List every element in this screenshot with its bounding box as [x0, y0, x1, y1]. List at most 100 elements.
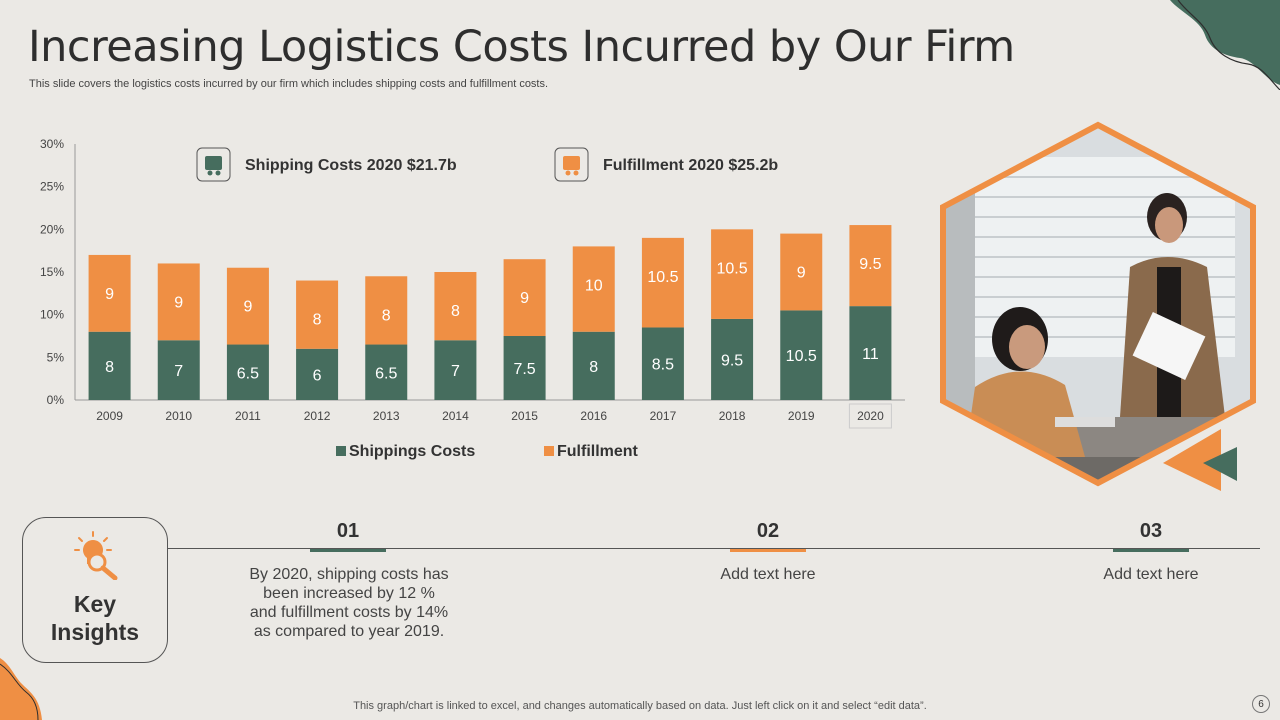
x-tick-label: 2015 — [511, 409, 538, 423]
bar-fulfillment — [503, 259, 546, 336]
step-marker — [730, 549, 806, 552]
step-number: 01 — [336, 520, 360, 542]
annotation-text: Shipping Costs 2020 $21.7b — [245, 157, 457, 174]
insight-step-2-text: Add text here — [720, 566, 816, 583]
bar-fulfillment — [226, 267, 269, 345]
data-label: 10.5 — [786, 348, 817, 365]
data-label: 8.5 — [652, 357, 674, 374]
bar-fulfillment — [780, 233, 823, 311]
step-number: 02 — [756, 520, 780, 542]
page-subtitle: This slide covers the logistics costs in… — [29, 78, 549, 90]
bar-shipping — [780, 310, 823, 400]
data-label: 7 — [174, 363, 183, 380]
data-label: 6 — [313, 367, 322, 384]
data-label: 9.5 — [721, 352, 743, 369]
data-label: 6.5 — [237, 365, 259, 382]
corner-decoration-bottom-left — [0, 658, 42, 720]
x-tick-label: 2014 — [442, 409, 469, 423]
data-label: 10 — [585, 277, 603, 294]
box-icon — [565, 170, 571, 176]
legend-swatch — [544, 446, 554, 456]
bar-shipping — [503, 336, 546, 400]
bar-shipping — [641, 327, 684, 400]
x-tick-label: 2018 — [719, 409, 746, 423]
y-tick-label: 5% — [47, 350, 65, 364]
key-insights-box: Key Insights — [22, 517, 168, 663]
bar-shipping — [157, 340, 200, 400]
x-tick-label: 2017 — [650, 409, 677, 423]
annotation-text: Fulfillment 2020 $25.2b — [603, 157, 778, 174]
insight-step-3: 03 — [1101, 520, 1201, 552]
bar-shipping — [296, 348, 339, 400]
box-icon — [573, 170, 579, 176]
x-tick-label: 2020 — [857, 409, 884, 423]
footer-note: This graph/chart is linked to excel, and… — [353, 700, 927, 712]
y-tick-label: 30% — [40, 137, 64, 151]
step-marker — [1113, 549, 1189, 552]
highlight-box — [848, 403, 892, 429]
stacked-bar-chart: 0% 5% 10% 15% 20% 25% 30% 8 9 2009 7 9 2010 6.5 9 2011 6… — [40, 137, 905, 460]
lightbulb-search-icon — [74, 531, 118, 580]
data-label: 10.5 — [647, 269, 678, 286]
data-label: 7.5 — [513, 361, 535, 378]
bar-fulfillment — [711, 229, 754, 319]
page-title: Increasing Logistics Costs Incurred by O… — [28, 22, 1015, 72]
bar-shipping — [572, 331, 615, 400]
box-icon — [563, 156, 580, 170]
timeline-divider — [168, 548, 1260, 549]
data-label: 11 — [862, 346, 879, 363]
bar-fulfillment — [434, 272, 477, 341]
data-label: 9 — [520, 290, 529, 307]
page-number: 6 — [1252, 695, 1270, 713]
insight-step-3-text: Add text here — [1103, 566, 1199, 583]
bar-fulfillment — [641, 237, 684, 328]
truck-icon — [205, 156, 222, 170]
data-label: 8 — [313, 312, 322, 329]
bar-shipping — [365, 344, 408, 400]
data-label: 10.5 — [717, 260, 748, 277]
legend-label: Fulfillment — [557, 443, 639, 460]
insight-step-1: 01 — [298, 520, 398, 552]
data-label: 9 — [174, 294, 183, 311]
legend-swatch — [336, 446, 346, 456]
bar-fulfillment — [849, 225, 892, 307]
data-label: 9 — [105, 286, 114, 303]
step-marker — [310, 549, 386, 552]
data-label: 8 — [589, 359, 598, 376]
x-tick-label: 2019 — [788, 409, 815, 423]
data-label: 9 — [243, 299, 252, 316]
y-tick-label: 10% — [40, 308, 64, 322]
x-tick-label: 2009 — [96, 409, 123, 423]
data-label: 8 — [451, 303, 460, 320]
y-tick-label: 0% — [47, 393, 65, 407]
data-label: 6.5 — [375, 365, 397, 382]
step-number: 03 — [1139, 520, 1163, 542]
data-label: 7 — [451, 363, 460, 380]
insight-step-2: 02 — [718, 520, 818, 552]
y-tick-label: 15% — [40, 265, 64, 279]
bar-shipping — [434, 340, 477, 400]
bar-shipping — [226, 344, 269, 400]
data-label: 9 — [797, 265, 806, 282]
x-tick-label: 2011 — [235, 409, 261, 423]
bar-shipping — [849, 306, 892, 400]
bar-fulfillment — [572, 246, 615, 332]
meeting-photo — [940, 121, 1256, 491]
bar-shipping — [711, 318, 754, 400]
x-tick-label: 2010 — [165, 409, 192, 423]
data-label: 9.5 — [859, 256, 881, 273]
data-label: 8 — [382, 307, 391, 324]
insight-step-1-text: By 2020, shipping costs has been increas… — [249, 566, 449, 640]
truck-icon — [215, 170, 221, 176]
key-insights-label: Key Insights — [50, 591, 140, 645]
bar-fulfillment — [296, 280, 339, 349]
bar-shipping — [88, 331, 131, 400]
y-tick-label: 20% — [40, 222, 64, 236]
bar-fulfillment — [88, 254, 131, 332]
x-tick-label: 2013 — [373, 409, 400, 423]
corner-decoration-top-right — [1170, 0, 1280, 90]
y-tick-label: 25% — [40, 180, 64, 194]
x-tick-label: 2012 — [304, 409, 331, 423]
data-label: 8 — [105, 359, 114, 376]
truck-icon — [207, 170, 213, 176]
